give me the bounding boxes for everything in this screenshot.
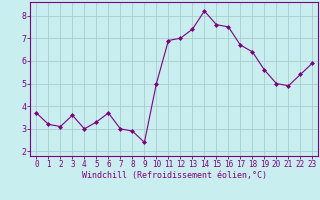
X-axis label: Windchill (Refroidissement éolien,°C): Windchill (Refroidissement éolien,°C) bbox=[82, 171, 267, 180]
